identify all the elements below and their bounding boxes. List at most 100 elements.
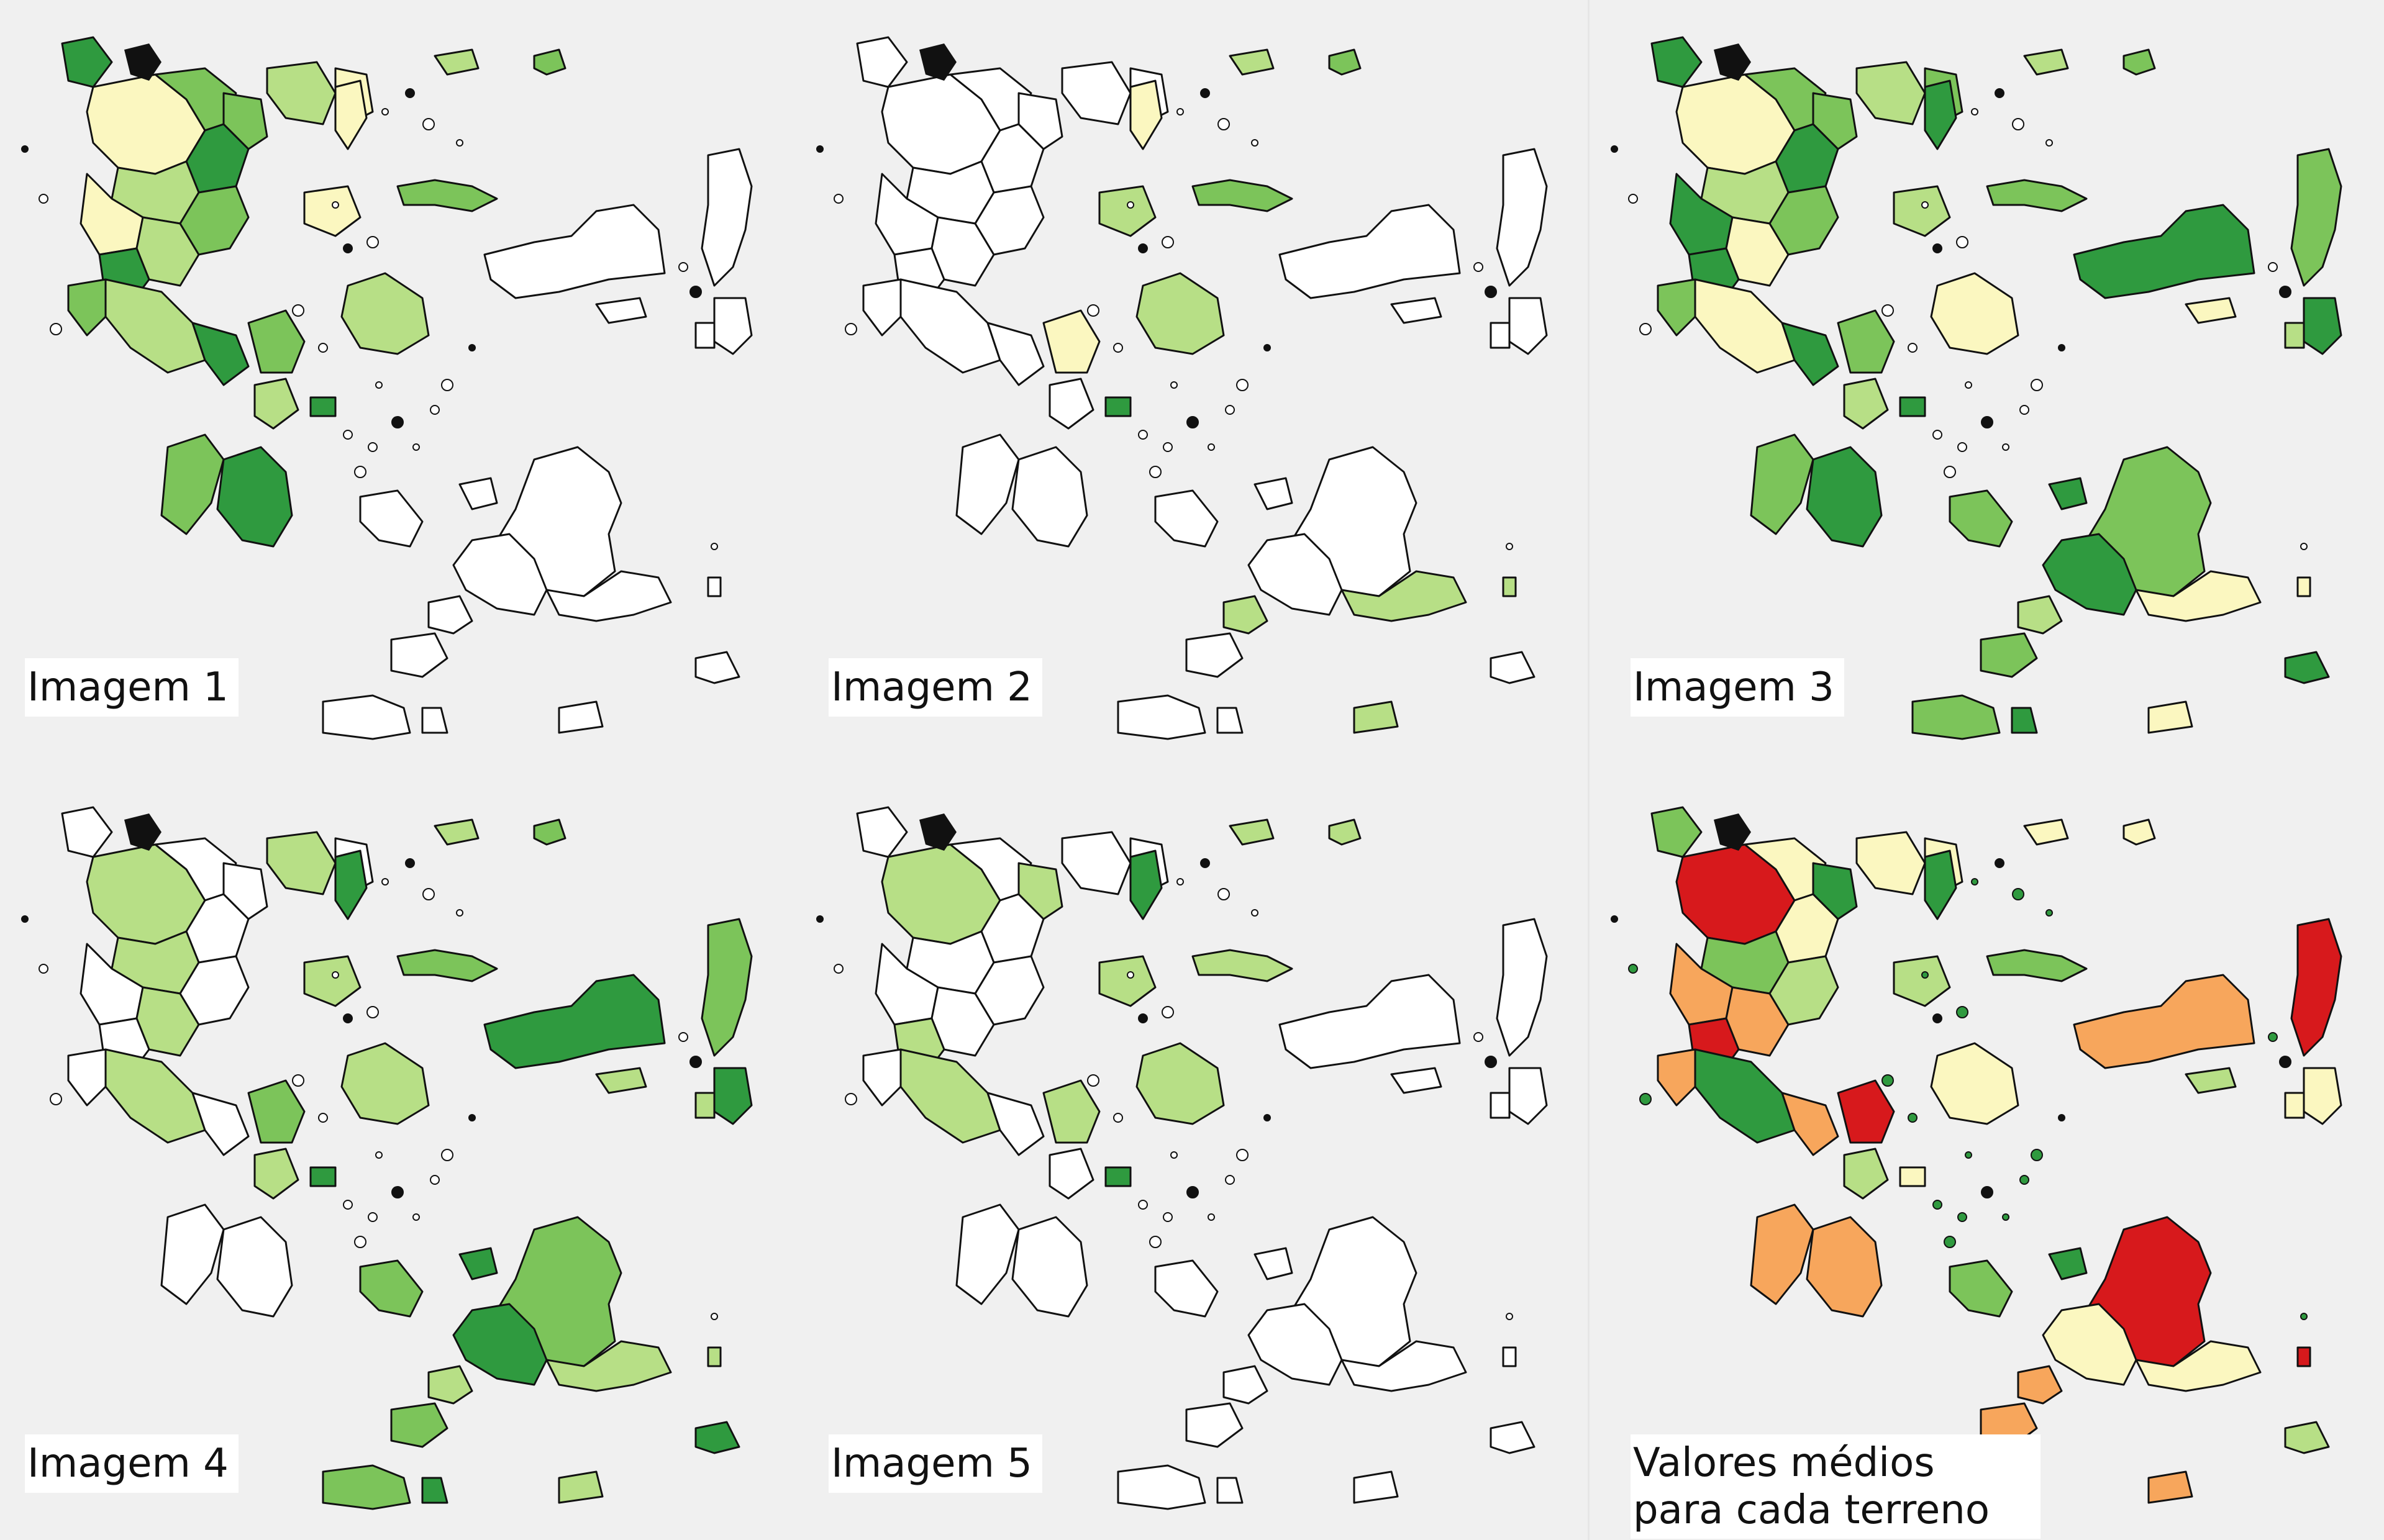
land-parcel (253, 1148, 299, 1200)
land-parcel (2284, 322, 2305, 349)
small-parcel (1170, 381, 1178, 389)
land-parcel (694, 322, 716, 349)
land-parcel (61, 806, 113, 858)
land-parcel (427, 595, 473, 635)
land-parcel (309, 396, 337, 417)
small-parcel (1506, 1313, 1513, 1320)
small-parcel (468, 1114, 476, 1121)
land-parcel (1117, 694, 1206, 740)
land-parcel (1768, 955, 1839, 1026)
land-parcel (2122, 48, 2156, 76)
land-parcel (707, 576, 722, 597)
land-parcel (1694, 1048, 1796, 1144)
land-parcel (974, 185, 1045, 256)
small-parcel (332, 971, 339, 979)
small-parcel (1163, 1212, 1173, 1222)
land-parcel (390, 1402, 448, 1448)
land-parcel (1191, 949, 1293, 982)
land-parcel (1490, 1092, 1511, 1119)
small-parcel (1138, 243, 1148, 253)
land-parcel (2135, 1340, 2262, 1392)
small-parcel (1921, 971, 1929, 979)
land-parcel (1049, 378, 1094, 430)
small-parcel (1200, 88, 1210, 98)
land-parcel (191, 1092, 250, 1156)
land-parcel (1222, 1365, 1268, 1405)
small-parcel (375, 381, 383, 389)
land-parcel (1781, 322, 1839, 386)
land-parcel (1104, 1166, 1132, 1187)
small-parcel (39, 194, 48, 204)
land-parcel (899, 1048, 1001, 1144)
land-parcel (1657, 278, 1696, 337)
land-parcel (2073, 204, 2255, 299)
small-parcel (343, 430, 353, 440)
land-parcel (1924, 79, 1957, 150)
small-parcel (1176, 878, 1184, 886)
small-parcel (1208, 1213, 1215, 1221)
small-parcel (678, 1032, 688, 1042)
small-parcel (1995, 858, 2004, 868)
map-parcels (21, 806, 753, 1510)
small-parcel (1127, 971, 1134, 979)
land-parcel (2147, 1470, 2193, 1504)
small-parcel (845, 323, 857, 335)
land-parcel (856, 36, 908, 88)
land-parcel (452, 533, 548, 616)
small-parcel (1138, 1200, 1148, 1210)
land-parcel (427, 1365, 473, 1405)
land-parcel (340, 272, 430, 355)
small-parcel (422, 118, 435, 130)
land-parcel (1340, 1340, 1467, 1392)
small-parcel (1176, 108, 1184, 116)
small-parcel (1225, 405, 1235, 415)
land-parcel (483, 204, 666, 299)
land-parcel (160, 433, 225, 535)
land-parcel (595, 297, 647, 324)
land-parcel (1135, 1042, 1225, 1125)
land-parcel (1011, 1216, 1088, 1318)
land-parcel (1899, 396, 1926, 417)
small-parcel (391, 416, 404, 428)
small-parcel (343, 243, 353, 253)
land-parcel (1191, 179, 1293, 212)
land-parcel (694, 651, 740, 684)
small-parcel (1639, 323, 1652, 335)
land-parcel (2290, 918, 2342, 1057)
land-parcel (1837, 309, 1895, 374)
small-parcel (1251, 139, 1258, 147)
dense-parcel-cluster (919, 43, 957, 81)
small-parcel (1965, 381, 1972, 389)
land-parcel (1098, 185, 1157, 237)
land-parcel (595, 1067, 647, 1094)
small-parcel (2300, 543, 2308, 550)
small-parcel (1956, 1006, 1968, 1018)
land-parcel (2023, 818, 2069, 846)
dense-parcel-cluster (1714, 43, 1751, 81)
small-parcel (1881, 304, 1894, 317)
small-parcel (1263, 344, 1271, 351)
small-parcel (1263, 1114, 1271, 1121)
land-parcel (1750, 1203, 1814, 1305)
land-parcel (558, 700, 604, 734)
land-parcel (1781, 1092, 1839, 1156)
small-parcel (412, 443, 420, 451)
land-parcel (2017, 595, 2063, 635)
land-parcel (1390, 1067, 1442, 1094)
land-parcel (1017, 92, 1063, 150)
small-parcel (391, 1186, 404, 1198)
small-parcel (1170, 1151, 1178, 1159)
small-parcel (1473, 1032, 1483, 1042)
land-parcel (1117, 1464, 1206, 1510)
land-parcel (1812, 92, 1858, 150)
land-parcel (1135, 272, 1225, 355)
small-parcel (2058, 1114, 2065, 1121)
small-parcel (1932, 430, 1942, 440)
land-parcel (1508, 297, 1548, 355)
small-parcel (2058, 344, 2065, 351)
column-divider (1588, 0, 1590, 1540)
land-parcel (2303, 1067, 2342, 1125)
small-parcel (1881, 1074, 1894, 1087)
small-parcel (468, 344, 476, 351)
small-parcel (368, 442, 378, 452)
